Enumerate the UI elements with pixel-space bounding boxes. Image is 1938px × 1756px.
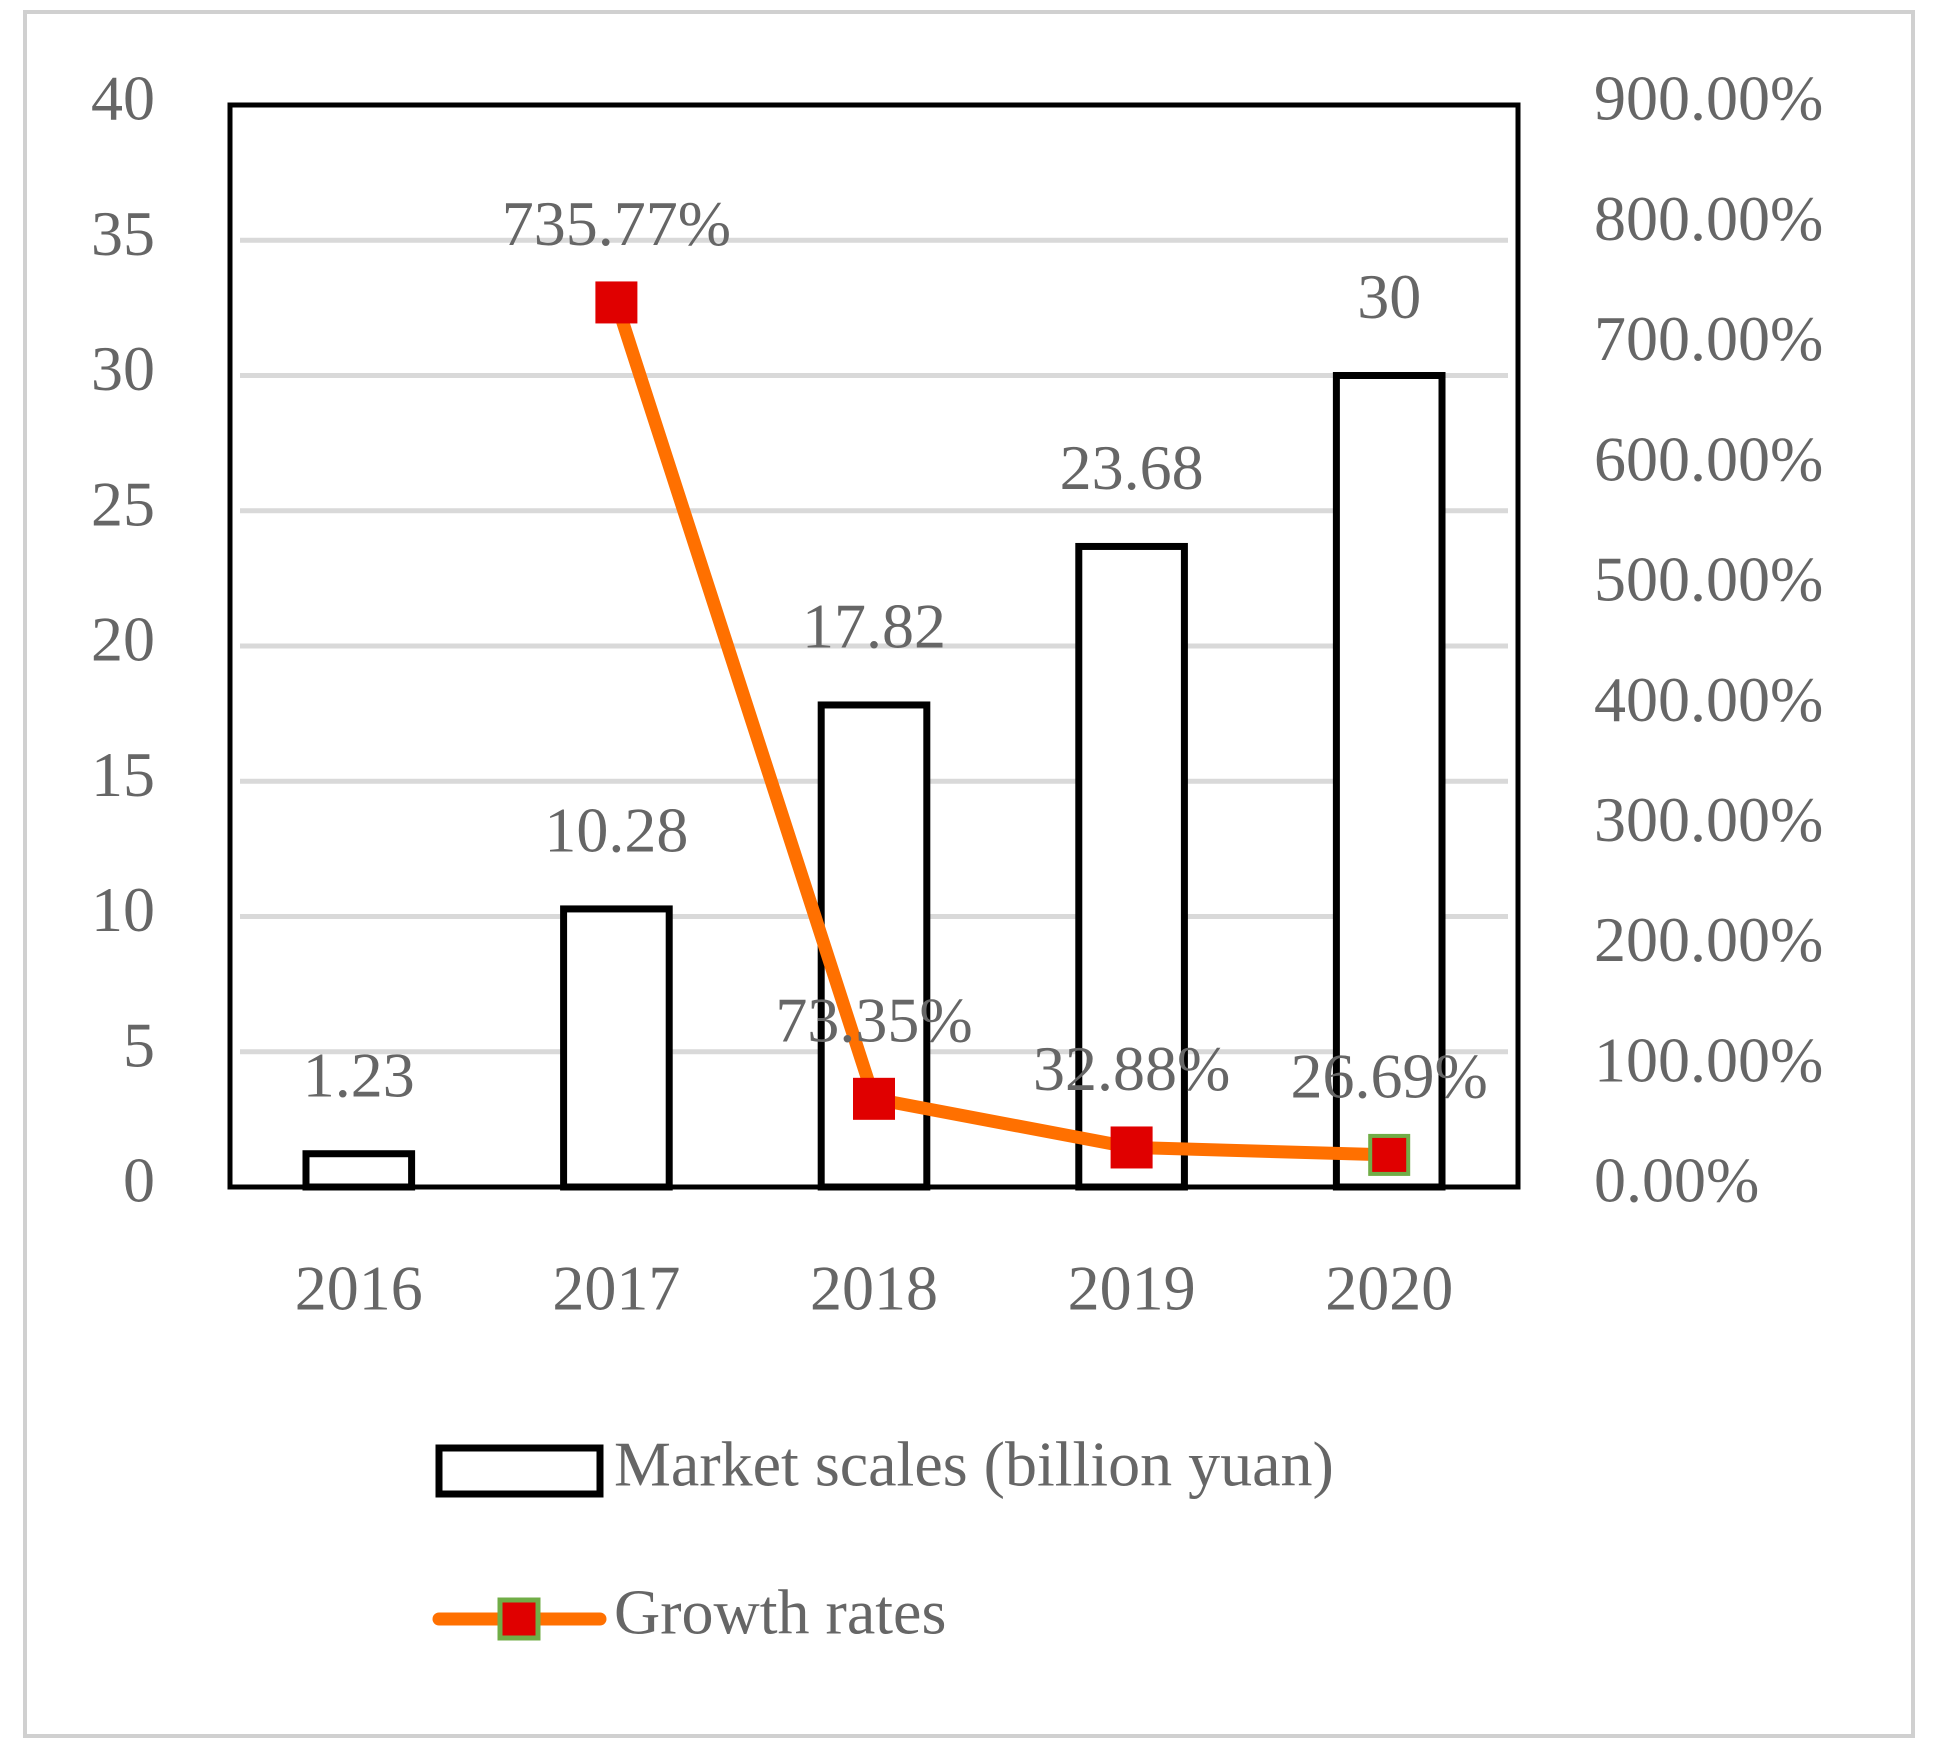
y2-tick-label: 900.00% [1594,63,1823,134]
x-tick-label: 2018 [810,1253,938,1324]
legend-label: Market scales (billion yuan) [614,1429,1334,1500]
line-value-label: 26.69% [1291,1041,1488,1112]
y-tick-label: 40 [91,63,155,134]
legend-swatch [435,1444,604,1498]
x-tick-label: 2017 [552,1253,680,1324]
bar [302,1150,416,1191]
bar-value-label: 17.82 [802,591,946,662]
y-tick-label: 5 [123,1009,155,1080]
line-value-label: 32.88% [1033,1033,1230,1104]
bar-value-label: 1.23 [303,1039,415,1110]
y2-tick-label: 0.00% [1594,1145,1759,1216]
y2-tick-label: 100.00% [1594,1024,1823,1095]
y2-tick-label: 200.00% [1594,904,1823,975]
y2-tick-label: 800.00% [1594,183,1823,254]
bar-value-label: 30 [1357,261,1421,332]
bar [560,905,673,1191]
y-tick-label: 20 [91,604,155,675]
y-tick-label: 10 [91,874,155,945]
line-marker [1110,1126,1153,1169]
bar-value-label: 10.28 [544,795,688,866]
line-value-label: 735.77% [502,188,731,259]
frame [23,10,1915,1738]
line-marker [595,281,638,324]
y2-tick-label: 600.00% [1594,423,1823,494]
y2-tick-label: 300.00% [1594,784,1823,855]
y2-tick-label: 700.00% [1594,303,1823,374]
line-value-label: 73.35% [775,985,972,1056]
line [610,300,1390,1162]
x-tick-label: 2020 [1325,1253,1453,1324]
y2-tick-label: 400.00% [1594,664,1823,735]
line-marker [853,1077,895,1120]
legend-marker [497,1597,541,1641]
y-tick-label: 0 [123,1145,155,1216]
legend-label: Growth rates [614,1577,946,1648]
bar-value-label: 23.68 [1060,432,1204,503]
y2-tick-label: 500.00% [1594,544,1823,615]
y-tick-label: 30 [91,333,155,404]
x-tick-label: 2019 [1068,1253,1196,1324]
y-tick-label: 35 [91,198,155,269]
y-tick-label: 15 [91,739,155,810]
line-marker [1368,1133,1411,1176]
y-tick-label: 25 [91,468,155,539]
x-tick-label: 2016 [295,1253,423,1324]
bar [1332,372,1446,1191]
